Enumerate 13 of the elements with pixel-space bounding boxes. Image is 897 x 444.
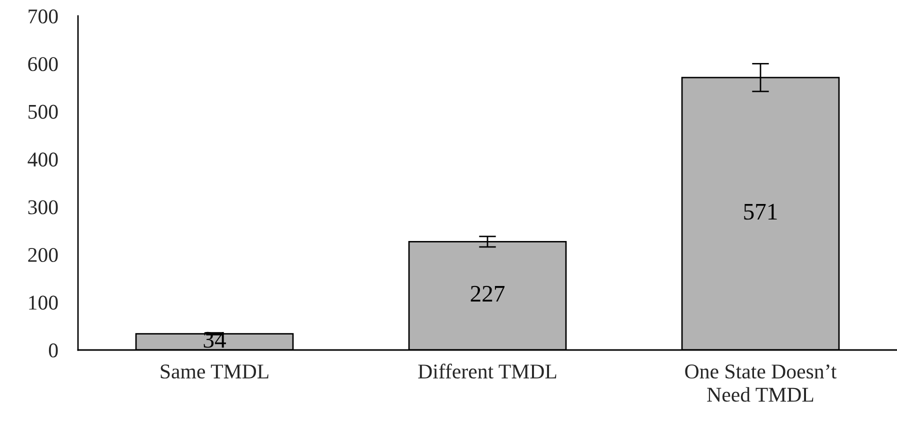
y-tick-label: 300 [28,200,58,214]
y-tick-label: 600 [28,57,58,72]
y-tick-label: 500 [28,104,58,119]
y-tick-label: 100 [29,296,58,310]
y-tick-label: 700 [28,9,58,24]
x-tick-label: Different TMDL [418,364,556,379]
y-tick-label: 200 [28,248,58,262]
x-tick-label: One State Doesn’t Need TMDL [685,364,837,402]
x-tick-label: Same TMDL [160,364,268,379]
y-tick-label: 400 [28,152,58,167]
data-label: 227 [470,286,505,302]
y-tick-label: 0 [48,343,58,358]
data-label: 571 [744,204,777,220]
